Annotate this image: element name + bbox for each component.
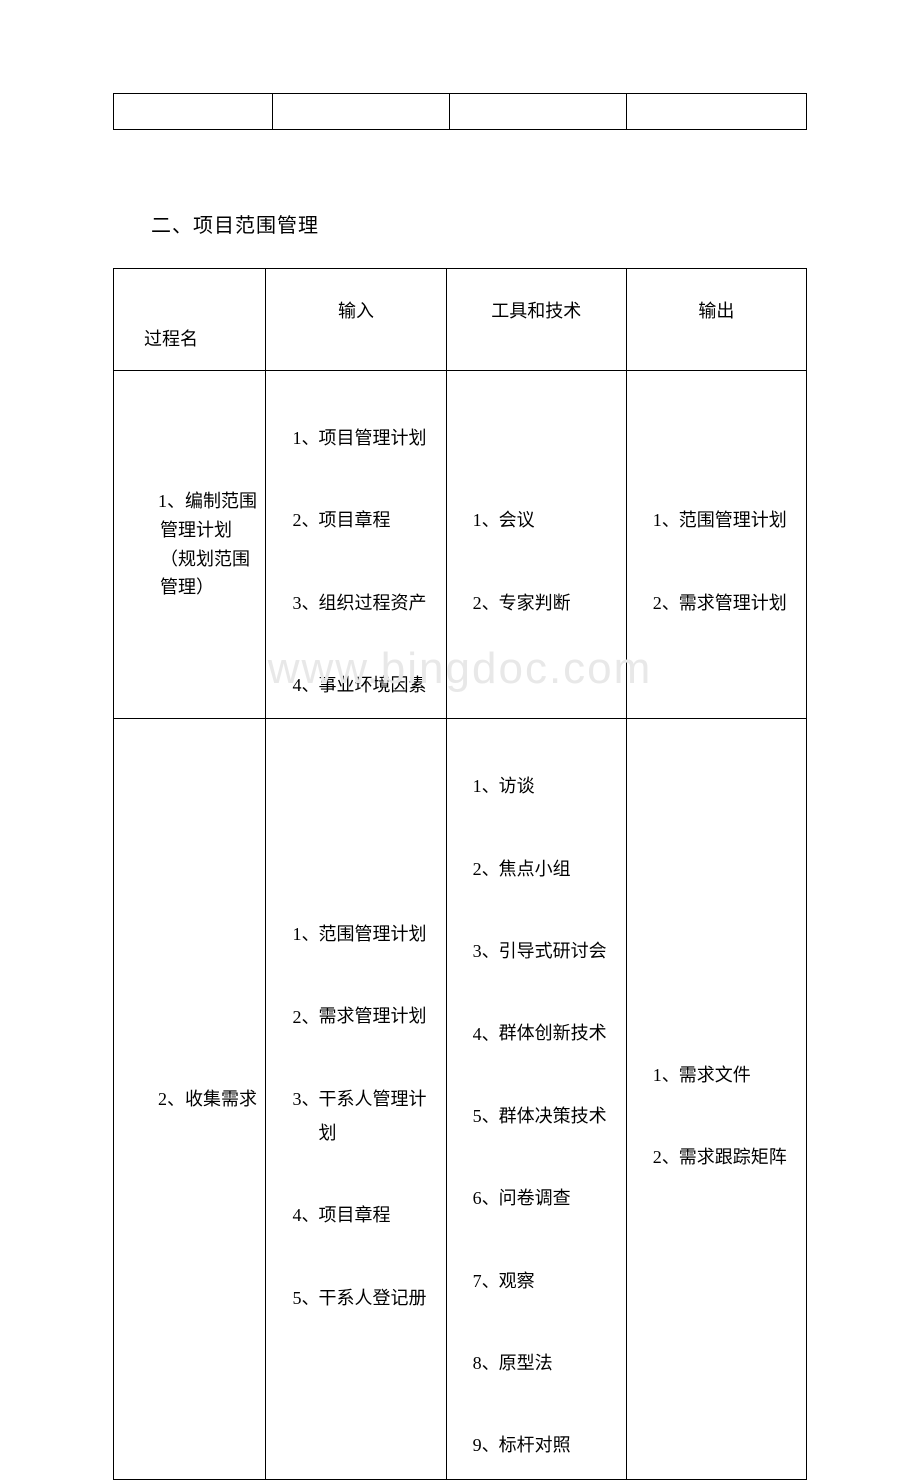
tools-cell: 1、 会议 2、 专家判断	[446, 370, 626, 719]
empty-table-row	[114, 94, 807, 130]
empty-header-table	[113, 93, 807, 130]
empty-cell	[273, 94, 450, 130]
list-item: 1、 范围管理计划	[274, 883, 437, 951]
page-container: 二、项目范围管理 过程名 输入 工具和技术 输出 1、编制范围管理计划（规划范围…	[0, 0, 920, 1480]
list-item: 1、 需求文件	[635, 1024, 798, 1092]
list-item: 3、 干系人管理计划	[274, 1048, 437, 1151]
list-item: 1、 项目管理计划	[274, 387, 437, 455]
list-item: 8、 原型法	[455, 1312, 618, 1380]
outputs-cell: 1、 范围管理计划 2、 需求管理计划	[626, 370, 806, 719]
scope-management-table: 过程名 输入 工具和技术 输出 1、编制范围管理计划（规划范围管理） 1、 项目…	[113, 268, 807, 1480]
table-header-row: 过程名 输入 工具和技术 输出	[114, 269, 807, 371]
list-item: 2、 需求跟踪矩阵	[635, 1106, 798, 1174]
header-input: 输入	[266, 269, 446, 371]
list-item: 4、 群体创新技术	[455, 982, 618, 1050]
list-item: 1、 会议	[455, 469, 618, 537]
process-label: 1、编制范围管理计划（规划范围管理）	[122, 487, 257, 602]
list-item: 5、 群体决策技术	[455, 1065, 618, 1133]
empty-cell	[114, 94, 273, 130]
table-row: 1、编制范围管理计划（规划范围管理） 1、 项目管理计划 2、 项目章程 3、 …	[114, 370, 807, 719]
list-item: 4、 项目章程	[274, 1164, 437, 1232]
header-process-name: 过程名	[114, 269, 266, 371]
list-item: 1、 范围管理计划	[635, 469, 798, 537]
empty-cell	[626, 94, 806, 130]
list-item: 9、 标杆对照	[455, 1394, 618, 1462]
list-item: 5、 干系人登记册	[274, 1247, 437, 1315]
list-item: 6、 问卷调查	[455, 1147, 618, 1215]
list-item: 1、 访谈	[455, 735, 618, 803]
header-output: 输出	[626, 269, 806, 371]
list-item: 3、 引导式研讨会	[455, 900, 618, 968]
list-item: 2、 需求管理计划	[274, 965, 437, 1033]
list-item: 2、 需求管理计划	[635, 552, 798, 620]
header-tools: 工具和技术	[446, 269, 626, 371]
inputs-cell: 1、 范围管理计划 2、 需求管理计划 3、 干系人管理计划 4、 项目章程 5…	[266, 719, 446, 1479]
outputs-cell: 1、 需求文件 2、 需求跟踪矩阵	[626, 719, 806, 1479]
process-label: 2、收集需求	[122, 1085, 257, 1114]
list-item: 2、 项目章程	[274, 469, 437, 537]
list-item: 4、 事业环境因素	[274, 634, 437, 702]
empty-cell	[450, 94, 627, 130]
list-item: 2、 焦点小组	[455, 818, 618, 886]
section-title: 二、项目范围管理	[113, 210, 807, 242]
list-item: 7、 观察	[455, 1230, 618, 1298]
process-cell: 2、收集需求	[114, 719, 266, 1479]
tools-cell: 1、 访谈 2、 焦点小组 3、 引导式研讨会 4、 群体创新技术 5、 群体决…	[446, 719, 626, 1479]
inputs-cell: 1、 项目管理计划 2、 项目章程 3、 组织过程资产 4、 事业环境因素	[266, 370, 446, 719]
list-item: 3、 组织过程资产	[274, 552, 437, 620]
list-item: 2、 专家判断	[455, 552, 618, 620]
table-row: 2、收集需求 1、 范围管理计划 2、 需求管理计划 3、 干系人管理计划 4、…	[114, 719, 807, 1479]
process-cell: 1、编制范围管理计划（规划范围管理）	[114, 370, 266, 719]
